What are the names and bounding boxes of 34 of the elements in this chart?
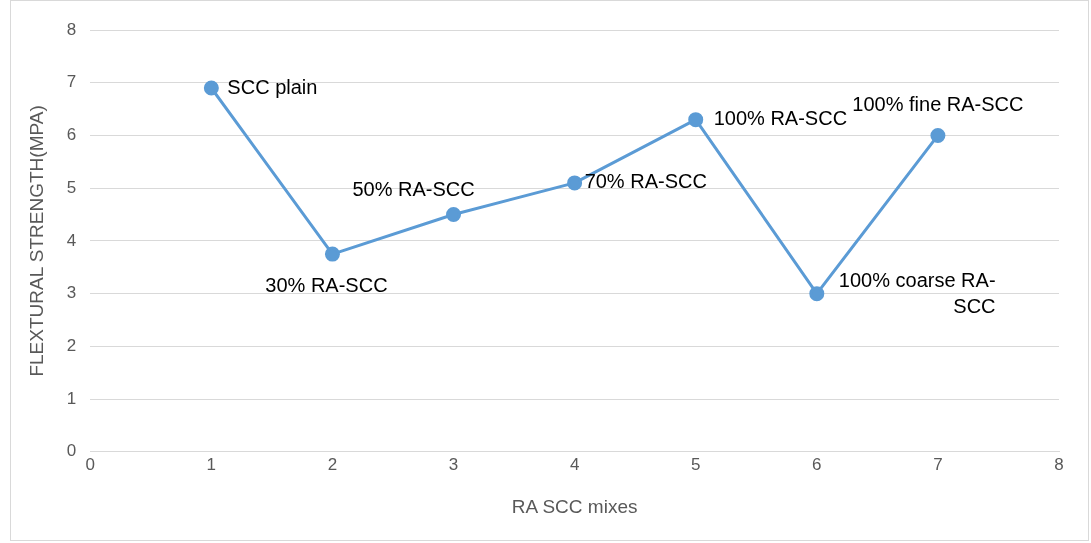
y-tick-label: 4 <box>66 230 77 250</box>
annotation: 100% fine RA-SCC <box>852 92 1024 115</box>
point <box>930 127 946 143</box>
y-axis-title: FLEXTURAL STRENGTH(MPA) <box>25 105 47 377</box>
y-tick-label: 2 <box>66 336 77 356</box>
annotation: 70% RA-SCC <box>584 170 707 193</box>
x-tick-label: 6 <box>812 454 822 474</box>
point <box>809 286 825 302</box>
x-tick-label: 0 <box>85 454 95 474</box>
annotation: SCC plain <box>227 75 318 98</box>
point <box>688 112 704 128</box>
x-tick-label: 7 <box>933 454 943 474</box>
x-tick-label: 4 <box>569 454 580 474</box>
annotation: 30% RA-SCC <box>265 273 388 296</box>
point <box>446 207 462 223</box>
annotation: 50% RA-SCC <box>352 178 475 201</box>
point <box>567 175 583 191</box>
x-tick-label: 1 <box>206 454 217 474</box>
y-tick-label: 3 <box>66 283 77 303</box>
x-tick-label: 3 <box>448 454 459 474</box>
point <box>324 246 340 262</box>
y-tick-label: 0 <box>66 441 77 461</box>
annotation: 100% coarse RA-SCC <box>838 269 996 318</box>
x-tick-label: 8 <box>1054 454 1064 474</box>
x-tick-label: 5 <box>690 454 701 474</box>
y-tick-label: 8 <box>66 19 77 39</box>
y-tick-label: 7 <box>66 72 77 92</box>
annotation: 100% RA-SCC <box>713 107 848 130</box>
y-tick-label: 6 <box>66 125 77 145</box>
y-tick-label: 1 <box>66 388 77 408</box>
x-tick-label: 2 <box>327 454 338 474</box>
y-tick-label: 5 <box>66 177 77 197</box>
x-axis-title: RA SCC mixes <box>511 495 638 517</box>
point <box>203 80 219 96</box>
